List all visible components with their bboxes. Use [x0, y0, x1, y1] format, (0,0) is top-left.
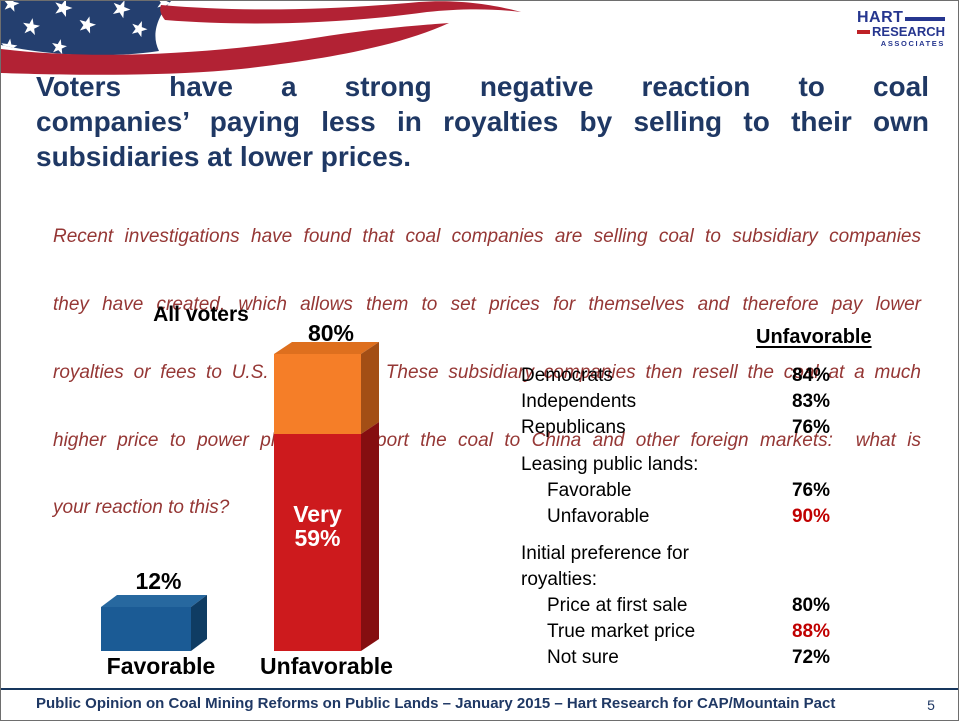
footer-source-text: Public Opinion on Coal Mining Reforms on… [36, 695, 836, 712]
table-row: True market price 88% [547, 621, 831, 642]
very-unfavorable-label: Very 59% [274, 502, 361, 550]
favorable-value-label: 12% [135, 568, 182, 594]
unfavorable-value-label: 80% [307, 320, 355, 346]
breakout-table: Unfavorable Democrats 84% Independents 8… [521, 326, 881, 671]
title-line-2: companies’ paying less in royalties by s… [36, 106, 929, 137]
table-row: Unfavorable 90% [547, 506, 831, 527]
logo-blue-bar [905, 16, 945, 21]
question-line-5: your reaction to this? [53, 497, 230, 519]
footer-divider [1, 688, 958, 690]
logo-associates-text: ASSOCIATES [880, 39, 945, 48]
table-group-row: Initial preference for royalties: [521, 543, 689, 590]
logo-row-hart: HART [857, 9, 945, 26]
header-unfavorable: Unfavorable [756, 326, 872, 348]
very-word: Very [293, 501, 342, 527]
very-value: 59% [294, 525, 341, 551]
hart-research-logo: HART RESEARCH ASSOCIATES [857, 10, 945, 49]
page-number: 5 [927, 697, 935, 713]
table-row: Independents 83% [521, 391, 831, 412]
logo-hart-text: HART [857, 9, 904, 26]
table-row: Republicans 76% [521, 417, 831, 438]
table-group-row: Leasing public lands: [521, 454, 699, 475]
question-line-1: Recent investigations have found that co… [53, 226, 921, 248]
logo-research-text: RESEARCH [872, 24, 945, 39]
bar-chart [101, 342, 379, 651]
table-row: Not sure 72% [547, 647, 831, 668]
american-flag-graphic [1, 1, 521, 75]
favorable-category-label: Favorable [106, 653, 216, 679]
unfavorable-category-label: Unfavorable [260, 653, 393, 679]
logo-red-bar [857, 30, 871, 34]
header-spacer [521, 326, 756, 349]
table-row: Price at first sale 80% [547, 595, 831, 616]
favorable-bar [101, 595, 207, 651]
question-line-2: they have created, which allows them to … [53, 293, 921, 315]
table-row: Democrats 84% [521, 365, 831, 386]
chart-group-label: All voters [153, 303, 249, 326]
logo-row-research: RESEARCH [857, 25, 945, 39]
slide-title: Voters have a strong negative reaction t… [36, 69, 929, 174]
table-row: Favorable 76% [547, 480, 831, 501]
unfavorable-bar [274, 342, 379, 651]
title-line-3: subsidiaries at lower prices. [36, 141, 412, 172]
breakout-table-header: Unfavorable [521, 326, 881, 349]
title-line-1: Voters have a strong negative reaction t… [36, 71, 929, 102]
